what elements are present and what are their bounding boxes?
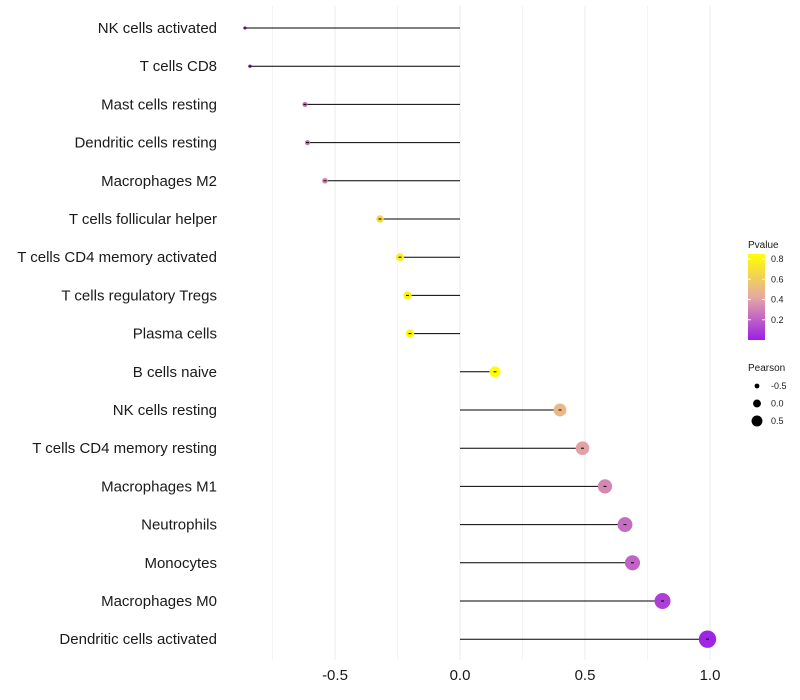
- size-legend-label: 0.5: [771, 416, 784, 426]
- category-label: Dendritic cells resting: [74, 135, 217, 152]
- size-legend-key: [752, 416, 763, 427]
- category-label: Macrophages M0: [101, 593, 217, 610]
- category-label: T cells CD4 memory resting: [32, 440, 217, 457]
- stems: [245, 28, 708, 639]
- category-label: Plasma cells: [133, 326, 217, 343]
- x-tick-label: 1.0: [700, 667, 721, 684]
- pvalue-colorbar: [748, 254, 765, 340]
- pvalue-legend-title: Pvalue: [748, 240, 779, 251]
- x-tick-label: -0.5: [322, 667, 348, 684]
- size-legend-label: -0.5: [771, 381, 787, 391]
- category-label: Dendritic cells activated: [59, 631, 217, 648]
- category-label: T cells follicular helper: [69, 211, 217, 228]
- colorbar-tick-label: 0.2: [771, 315, 784, 325]
- colorbar-tick-label: 0.4: [771, 295, 784, 305]
- size-legend-label: 0.0: [771, 399, 784, 409]
- category-labels: NK cells activated T cells CD8 Mast cells …: [17, 20, 217, 648]
- category-label: T cells CD4 memory activated: [17, 249, 217, 266]
- category-label: NK cells resting: [113, 402, 217, 419]
- category-label: Neutrophils: [141, 517, 217, 534]
- colorbar-tick-label: 0.6: [771, 274, 784, 284]
- x-tick-label: 0.5: [575, 667, 596, 684]
- lollipop-chart: NK cells activated T cells CD8 Mast cells …: [0, 0, 800, 700]
- category-label: Monocytes: [144, 555, 217, 572]
- pearson-legend: Pearson -0.5 0.0 0.5: [748, 363, 787, 426]
- category-label: Macrophages M1: [101, 478, 217, 495]
- points: [243, 26, 716, 648]
- category-label: T cells regulatory Tregs: [61, 287, 217, 304]
- category-label: Macrophages M2: [101, 173, 217, 190]
- size-legend-key: [755, 384, 760, 389]
- category-label: NK cells activated: [98, 20, 217, 37]
- pearson-legend-title: Pearson: [748, 363, 785, 374]
- pvalue-legend: Pvalue 0.8 0.6 0.4 0.2: [748, 240, 784, 340]
- x-axis-ticks: -0.5 0.0 0.5 1.0: [322, 667, 720, 684]
- category-label: B cells naive: [133, 364, 217, 381]
- category-label: T cells CD8: [140, 58, 217, 75]
- category-label: Mast cells resting: [101, 96, 217, 113]
- x-tick-label: 0.0: [450, 667, 471, 684]
- size-legend-key: [753, 400, 761, 408]
- colorbar-tick-label: 0.8: [771, 254, 784, 264]
